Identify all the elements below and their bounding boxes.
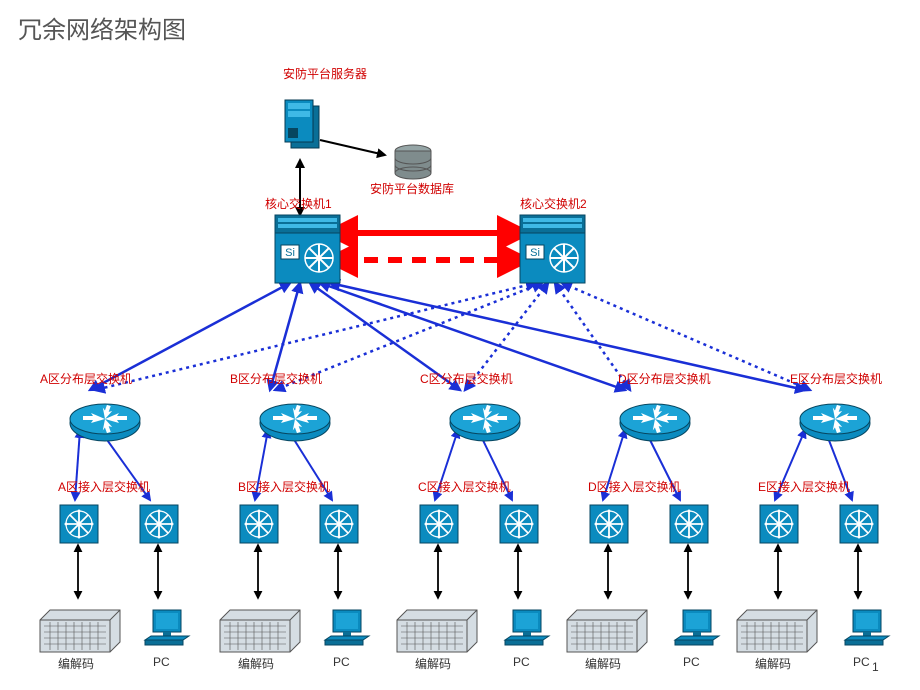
dist-switch-2-icon — [450, 404, 520, 441]
pc-7-icon — [675, 610, 719, 645]
dist-switch-1-icon — [260, 404, 330, 441]
db-label: 安防平台数据库 — [370, 180, 454, 197]
page-number: 1 — [872, 660, 879, 674]
accC-label: C区接入层交换机 — [418, 478, 511, 495]
pc-1-icon — [145, 610, 189, 645]
codec-8-label: 编解码 — [755, 655, 791, 672]
core-switch-1-icon — [275, 215, 340, 283]
pc-5-icon — [505, 610, 549, 645]
diagram-canvas: Si — [0, 0, 920, 690]
pc-1-label: PC — [153, 655, 170, 669]
pc-5-label: PC — [513, 655, 530, 669]
codec-4-label: 编解码 — [415, 655, 451, 672]
accD-label: D区接入层交换机 — [588, 478, 681, 495]
accB-label: B区接入层交换机 — [238, 478, 330, 495]
distE-label: E区分布层交换机 — [790, 370, 882, 387]
codec-0-icon — [40, 610, 120, 652]
distD-label: D区分布层交换机 — [618, 370, 711, 387]
access-switch-6-icon — [590, 505, 628, 543]
access-switch-4-icon — [420, 505, 458, 543]
pc-3-icon — [325, 610, 369, 645]
codec-2-label: 编解码 — [238, 655, 274, 672]
core-switch-2-icon — [520, 215, 585, 283]
codec-2-icon — [220, 610, 300, 652]
access-switch-5-icon — [500, 505, 538, 543]
access-switch-1-icon — [140, 505, 178, 543]
dist-switch-3-icon — [620, 404, 690, 441]
pc-9-icon — [845, 610, 889, 645]
codec-6-icon — [567, 610, 647, 652]
dist-switch-4-icon — [800, 404, 870, 441]
pc-7-label: PC — [683, 655, 700, 669]
distC-label: C区分布层交换机 — [420, 370, 513, 387]
dist-switch-0-icon — [70, 404, 140, 441]
codec-8-icon — [737, 610, 817, 652]
accA-label: A区接入层交换机 — [58, 478, 150, 495]
pc-3-label: PC — [333, 655, 350, 669]
access-switch-0-icon — [60, 505, 98, 543]
database-icon — [395, 145, 431, 179]
access-switch-3-icon — [320, 505, 358, 543]
access-switch-2-icon — [240, 505, 278, 543]
codec-4-icon — [397, 610, 477, 652]
access-switch-7-icon — [670, 505, 708, 543]
pc-9-label: PC — [853, 655, 870, 669]
server-icon — [285, 100, 319, 148]
codec-6-label: 编解码 — [585, 655, 621, 672]
core1-label: 核心交换机1 — [265, 195, 332, 212]
core2-label: 核心交换机2 — [520, 195, 587, 212]
distB-label: B区分布层交换机 — [230, 370, 322, 387]
codec-0-label: 编解码 — [58, 655, 94, 672]
page-title: 冗余网络架构图 — [18, 10, 186, 45]
accE-label: E区接入层交换机 — [758, 478, 850, 495]
access-switch-9-icon — [840, 505, 878, 543]
distA-label: A区分布层交换机 — [40, 370, 132, 387]
access-switch-8-icon — [760, 505, 798, 543]
server-label: 安防平台服务器 — [283, 65, 367, 82]
